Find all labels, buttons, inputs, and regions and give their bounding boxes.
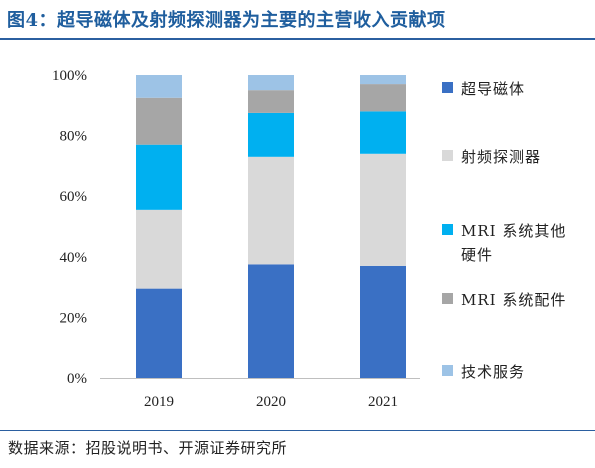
y-tick-label: 80%: [60, 129, 88, 145]
bar-segment-2019-series-2: [136, 144, 182, 210]
legend-swatch: [442, 82, 453, 93]
bar-segment-2021-series-4: [360, 75, 406, 85]
bar-segment-2020-series-0: [248, 264, 294, 378]
bar-segment-2021-series-1: [360, 153, 406, 266]
bar-segment-2020-series-2: [248, 112, 294, 157]
y-tick-label: 60%: [60, 189, 88, 205]
bar-segment-2019-series-3: [136, 97, 182, 145]
stacked-bar-chart: 0% 20% 40% 60% 80% 100% 2019 2020 2021: [52, 68, 420, 410]
x-tick-label: 2021: [368, 394, 398, 410]
y-tick-label: 0%: [67, 371, 87, 387]
footer-divider: [0, 430, 595, 431]
legend-swatch: [442, 293, 453, 304]
bar-segment-2021-series-2: [360, 111, 406, 154]
bar-segment-2020-series-1: [248, 156, 294, 265]
bar-segment-2021-series-0: [360, 265, 406, 378]
legend-item: 射频探测器: [442, 145, 581, 169]
y-axis-ticks: 0% 20% 40% 60% 80% 100%: [52, 68, 87, 387]
x-axis-ticks: 2019 2020 2021: [144, 394, 398, 410]
legend-item: 超导磁体: [442, 77, 581, 101]
legend-swatch: [442, 365, 453, 376]
legend-label: 技术服务: [461, 363, 526, 381]
legend-label: 射频探测器: [461, 148, 542, 166]
bar-segment-2020-series-4: [248, 75, 294, 91]
legend-swatch: [442, 224, 453, 235]
legend-label: MRI 系统其他硬件: [461, 222, 567, 264]
y-tick-label: 20%: [60, 310, 88, 326]
bar-segment-2019-series-1: [136, 209, 182, 289]
y-tick-label: 100%: [52, 68, 87, 84]
legend-item: 技术服务: [442, 360, 581, 384]
figure-title: 图4：超导磁体及射频探测器为主要的主营收入贡献项: [7, 10, 446, 31]
bar-segment-2020-series-3: [248, 90, 294, 113]
legend-label: 超导磁体: [461, 80, 526, 98]
legend-swatch: [442, 150, 453, 161]
source-note: 数据来源：招股说明书、开源证券研究所: [8, 439, 288, 457]
x-tick-label: 2020: [256, 394, 286, 410]
y-tick-label: 40%: [60, 250, 88, 266]
bar-stacks: [136, 75, 406, 378]
bar-segment-2019-series-0: [136, 288, 182, 378]
x-tick-label: 2019: [144, 394, 174, 410]
title-divider: [0, 38, 595, 40]
bar-segment-2019-series-4: [136, 75, 182, 98]
legend-label: MRI 系统配件: [461, 291, 567, 309]
legend-item: MRI 系统配件: [442, 288, 581, 312]
legend-item: MRI 系统其他硬件: [442, 219, 581, 267]
bar-segment-2021-series-3: [360, 84, 406, 112]
